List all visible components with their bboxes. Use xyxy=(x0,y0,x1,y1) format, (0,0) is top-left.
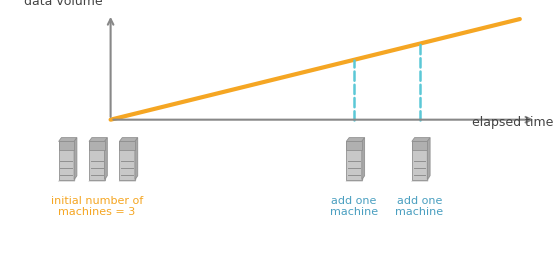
Text: data volume: data volume xyxy=(24,0,102,8)
Text: add one
machine: add one machine xyxy=(395,196,444,217)
Text: initial number of
machines = 3: initial number of machines = 3 xyxy=(51,196,143,217)
Text: elapsed time: elapsed time xyxy=(472,116,553,129)
Text: add one
machine: add one machine xyxy=(330,196,378,217)
